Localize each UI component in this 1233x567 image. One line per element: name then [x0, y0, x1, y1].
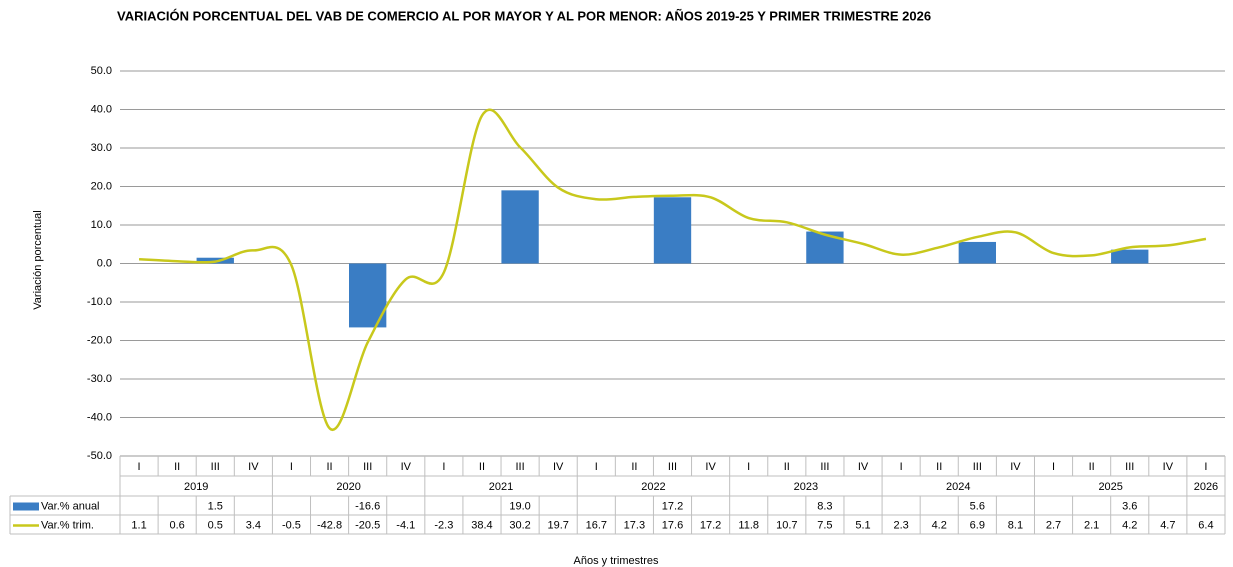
quarter-label: III	[516, 461, 525, 473]
year-label: 2019	[184, 481, 208, 493]
table-value: 17.3	[624, 519, 645, 531]
table-value: 1.5	[208, 500, 223, 512]
quarter-label: II	[479, 461, 485, 473]
quarter-label: I	[1204, 461, 1207, 473]
table-value: -4.1	[396, 519, 415, 531]
y-tick-label: 10.0	[91, 219, 112, 231]
table-value: -16.6	[355, 500, 380, 512]
bar	[806, 231, 844, 264]
y-tick-label: 40.0	[91, 103, 112, 115]
table-value: 2.3	[893, 519, 908, 531]
quarter-label: IV	[1010, 461, 1021, 473]
quarter-label: I	[442, 461, 445, 473]
legend-label: Var.% anual	[41, 500, 100, 512]
quarter-label: I	[595, 461, 598, 473]
table-value: 10.7	[776, 519, 797, 531]
quarter-label: IV	[401, 461, 412, 473]
table-value: 6.9	[970, 519, 985, 531]
table-value: -20.5	[355, 519, 380, 531]
year-label: 2022	[641, 481, 665, 493]
table-value: 30.2	[509, 519, 530, 531]
table-value: 3.4	[246, 519, 261, 531]
y-tick-label: 30.0	[91, 142, 112, 154]
table-value: 5.1	[855, 519, 870, 531]
legend-label: Var.% trim.	[41, 519, 94, 531]
quarter-label: I	[138, 461, 141, 473]
table-value: 5.6	[970, 500, 985, 512]
x-axis-label: Años y trimestres	[574, 555, 659, 567]
table-value: 2.1	[1084, 519, 1099, 531]
quarter-label: I	[1052, 461, 1055, 473]
table-value: 11.8	[738, 519, 759, 531]
y-tick-label: 20.0	[91, 180, 112, 192]
table-value: 0.5	[208, 519, 223, 531]
y-axis-label: Variación porcentual	[32, 210, 44, 309]
y-tick-label: 50.0	[91, 65, 112, 77]
quarter-label: IV	[858, 461, 869, 473]
y-tick-label: 0.0	[97, 257, 112, 269]
quarter-label: I	[290, 461, 293, 473]
table-value: -2.3	[434, 519, 453, 531]
bar	[653, 197, 692, 264]
legend-key	[13, 502, 39, 511]
year-label: 2025	[1098, 481, 1122, 493]
quarter-label: II	[1089, 461, 1095, 473]
table-value: 38.4	[471, 519, 492, 531]
y-tick-label: -20.0	[87, 334, 112, 346]
bar	[1111, 249, 1149, 264]
quarter-label: III	[211, 461, 220, 473]
table-value: 4.7	[1160, 519, 1175, 531]
quarter-label: II	[631, 461, 637, 473]
year-label: 2024	[946, 481, 970, 493]
quarter-label: IV	[553, 461, 564, 473]
table-value: 17.2	[700, 519, 721, 531]
quarter-label: III	[668, 461, 677, 473]
quarter-label: II	[936, 461, 942, 473]
quarter-label: I	[747, 461, 750, 473]
table-value: 1.1	[131, 519, 146, 531]
table-value: -42.8	[317, 519, 342, 531]
quarter-label: III	[973, 461, 982, 473]
y-tick-label: -50.0	[87, 450, 112, 462]
year-label: 2023	[794, 481, 818, 493]
quarter-label: IV	[705, 461, 716, 473]
bar	[501, 190, 539, 264]
table-value: -0.5	[282, 519, 301, 531]
y-tick-label: -40.0	[87, 411, 112, 423]
table-value: 19.7	[547, 519, 568, 531]
quarter-label: II	[174, 461, 180, 473]
chart-title: VARIACIÓN PORCENTUAL DEL VAB DE COMERCIO…	[117, 8, 931, 23]
bar	[958, 241, 996, 264]
table-value: 6.4	[1198, 519, 1213, 531]
table-value: 8.3	[817, 500, 832, 512]
table-value: 2.7	[1046, 519, 1061, 531]
quarter-label: III	[363, 461, 372, 473]
table-value: 7.5	[817, 519, 832, 531]
table-value: 4.2	[932, 519, 947, 531]
quarter-label: II	[784, 461, 790, 473]
year-label: 2026	[1194, 481, 1218, 493]
table-value: 4.2	[1122, 519, 1137, 531]
table-value: 8.1	[1008, 519, 1023, 531]
table-value: 17.6	[662, 519, 683, 531]
quarter-label: IV	[1163, 461, 1174, 473]
quarter-label: III	[820, 461, 829, 473]
line	[138, 108, 1207, 431]
quarter-label: IV	[248, 461, 259, 473]
y-tick-label: -30.0	[87, 373, 112, 385]
table-value: 16.7	[586, 519, 607, 531]
table-value: 17.2	[662, 500, 683, 512]
table-value: 0.6	[170, 519, 185, 531]
quarter-label: II	[327, 461, 333, 473]
quarter-label: I	[900, 461, 903, 473]
table-value: 19.0	[509, 500, 530, 512]
year-label: 2021	[489, 481, 513, 493]
table-value: 3.6	[1122, 500, 1137, 512]
quarter-label: III	[1125, 461, 1134, 473]
year-label: 2020	[336, 481, 360, 493]
y-tick-label: -10.0	[87, 296, 112, 308]
